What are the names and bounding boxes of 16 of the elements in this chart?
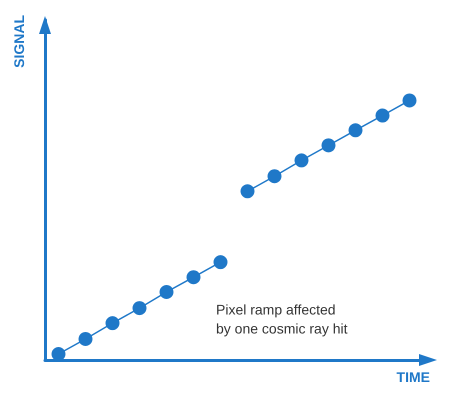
point <box>214 255 228 270</box>
point <box>268 169 282 184</box>
point <box>160 285 174 299</box>
point <box>106 316 120 330</box>
annotation: Pixel ramp affected by one cosmic ray hit <box>216 302 348 336</box>
point <box>78 332 92 346</box>
x-axis-title: TIME <box>396 369 430 385</box>
point <box>348 123 362 138</box>
point <box>322 138 336 152</box>
point <box>240 184 254 198</box>
point <box>376 108 390 123</box>
y-axis-title: SIGNAL <box>11 14 27 68</box>
point <box>132 301 146 316</box>
point <box>402 93 416 108</box>
point <box>186 270 200 284</box>
point <box>294 153 308 168</box>
